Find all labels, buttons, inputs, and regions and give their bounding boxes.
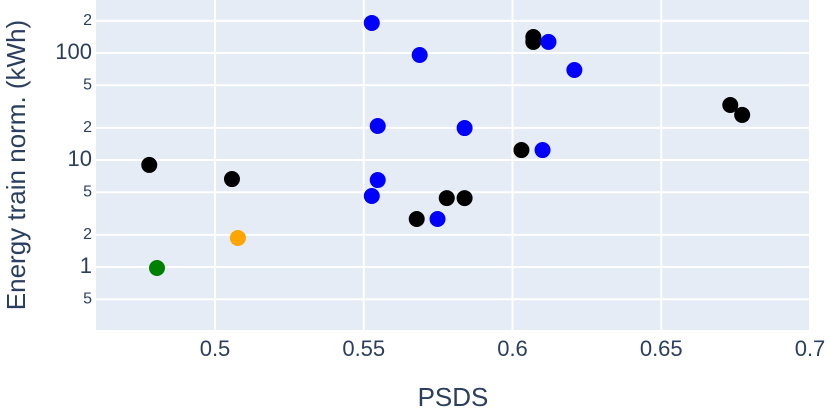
point bbox=[525, 33, 542, 50]
point bbox=[540, 33, 557, 50]
x-tick-label: 0.6 bbox=[497, 336, 528, 361]
y-tick-label: 2 bbox=[83, 12, 92, 29]
y-tick-label: 1 bbox=[80, 253, 92, 278]
point bbox=[438, 190, 455, 207]
point bbox=[513, 142, 530, 159]
y-tick-label: 5 bbox=[83, 183, 92, 200]
point bbox=[411, 47, 428, 64]
point bbox=[734, 106, 751, 123]
y-tick-label: 100 bbox=[55, 39, 92, 64]
plot-area bbox=[96, 0, 810, 330]
point bbox=[229, 229, 246, 246]
point bbox=[456, 120, 473, 137]
y-tick-label: 5 bbox=[83, 76, 92, 93]
point bbox=[141, 156, 158, 173]
point bbox=[429, 211, 446, 228]
x-tick-label: 0.65 bbox=[640, 336, 683, 361]
point bbox=[722, 96, 739, 113]
x-tick-label: 0.7 bbox=[795, 336, 826, 361]
point bbox=[534, 142, 551, 159]
y-tick-label: 10 bbox=[68, 146, 92, 171]
point bbox=[456, 190, 473, 207]
point bbox=[408, 211, 425, 228]
point bbox=[369, 117, 386, 134]
point bbox=[566, 62, 583, 79]
point bbox=[223, 171, 240, 188]
x-axis-title: PSDS bbox=[418, 382, 489, 412]
point bbox=[148, 259, 165, 276]
point bbox=[363, 14, 380, 31]
y-axis-title: Energy train norm. (kWh) bbox=[1, 20, 31, 310]
y-tick-label: 2 bbox=[83, 119, 92, 136]
x-tick-label: 0.55 bbox=[342, 336, 385, 361]
y-tick-label: 2 bbox=[83, 226, 92, 243]
point bbox=[369, 172, 386, 189]
point bbox=[363, 188, 380, 205]
x-tick-label: 0.5 bbox=[200, 336, 231, 361]
y-tick-label: 5 bbox=[83, 290, 92, 307]
